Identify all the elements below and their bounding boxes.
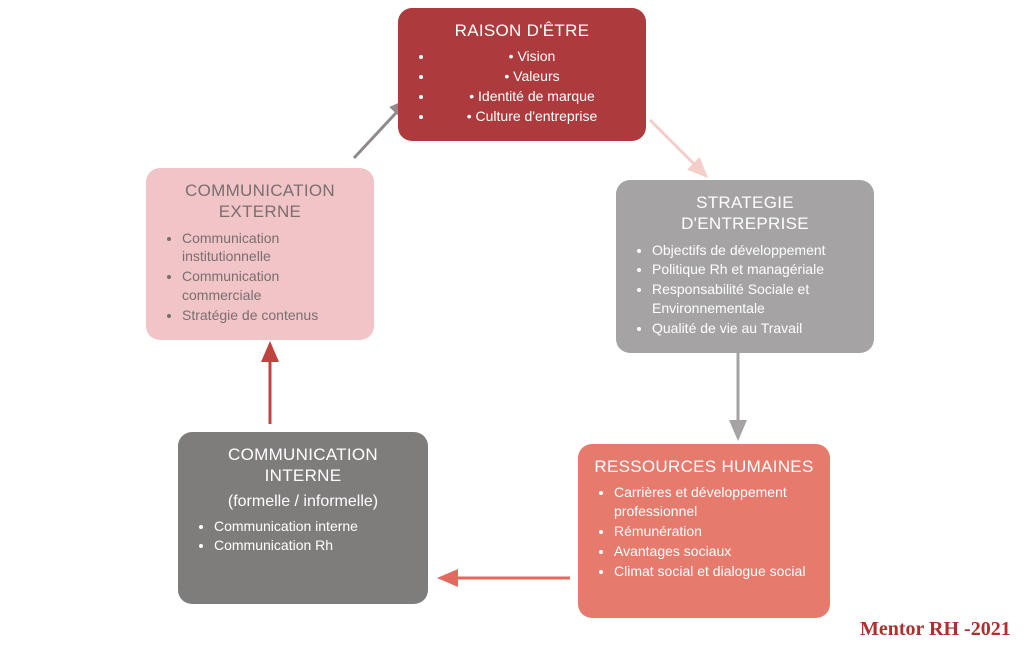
box-title: RAISON D'ÊTRE (414, 20, 630, 41)
box-strategie-entreprise: STRATEGIE D'ENTREPRISE Objectifs de déve… (616, 180, 874, 353)
box-communication-externe: COMMUNICATION EXTERNE Communication inst… (146, 168, 374, 340)
box-item: Communication institutionnelle (182, 229, 358, 267)
box-item: Valeurs (434, 67, 630, 86)
arrow-raison-to-strategie (650, 120, 706, 176)
box-item: Vision (434, 47, 630, 66)
box-items: Communication institutionnelleCommunicat… (162, 229, 358, 325)
box-item: Politique Rh et managériale (652, 260, 858, 279)
box-item: Responsabilité Sociale et Environnementa… (652, 280, 858, 318)
box-title: RESSOURCES HUMAINES (594, 456, 814, 477)
box-items: Carrières et développement professionnel… (594, 483, 814, 580)
box-item: Communication Rh (214, 536, 412, 555)
box-item: Objectifs de développement (652, 241, 858, 260)
box-ressources-humaines: RESSOURCES HUMAINES Carrières et dévelop… (578, 444, 830, 618)
box-item: Communication interne (214, 517, 412, 536)
box-title: COMMUNICATION EXTERNE (162, 180, 358, 223)
box-item: Qualité de vie au Travail (652, 319, 858, 338)
box-item: Avantages sociaux (614, 542, 814, 561)
box-item: Identité de marque (434, 87, 630, 106)
box-item: Rémunération (614, 522, 814, 541)
box-item: Carrières et développement professionnel (614, 483, 814, 521)
box-item: Climat social et dialogue social (614, 562, 814, 581)
box-items: Objectifs de développementPolitique Rh e… (632, 241, 858, 338)
box-item: Stratégie de contenus (182, 306, 358, 325)
box-title: COMMUNICATION INTERNE (194, 444, 412, 487)
box-title: STRATEGIE D'ENTREPRISE (632, 192, 858, 235)
box-item: Culture d'entreprise (434, 107, 630, 126)
box-items: Communication interneCommunication Rh (194, 517, 412, 556)
box-items: VisionValeursIdentité de marqueCulture d… (414, 47, 630, 126)
box-item: Communication commerciale (182, 267, 358, 305)
box-subtitle: (formelle / informelle) (194, 493, 412, 511)
footer-credit: Mentor RH -2021 (860, 618, 1011, 641)
box-communication-interne: COMMUNICATION INTERNE (formelle / inform… (178, 432, 428, 604)
box-raison-detre: RAISON D'ÊTRE VisionValeursIdentité de m… (398, 8, 646, 141)
